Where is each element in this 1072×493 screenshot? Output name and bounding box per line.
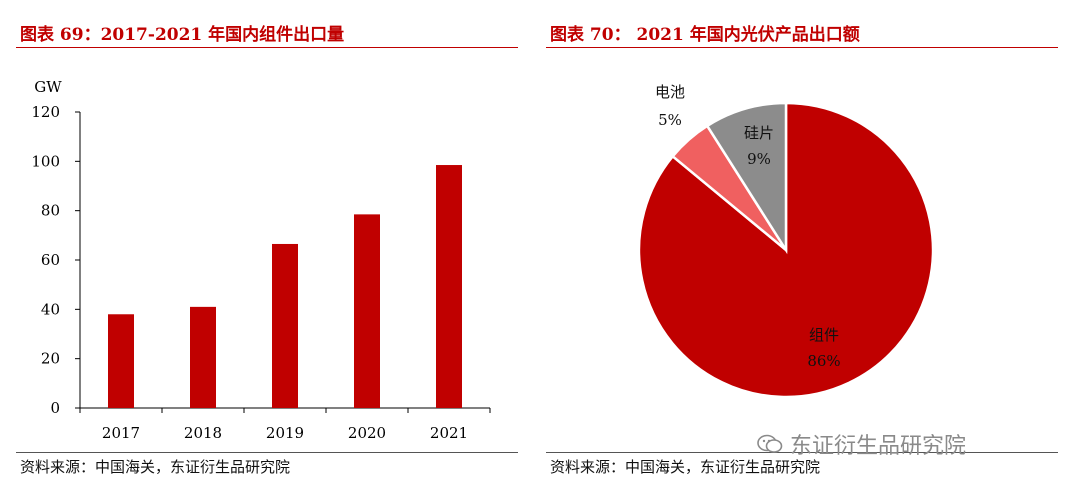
- y-tick-label: 40: [41, 300, 60, 318]
- bar-2020: [354, 214, 380, 408]
- pie-percent-组件: 86%: [807, 352, 840, 370]
- left-title-rule: [16, 47, 518, 48]
- pie-slice-硅片: [705, 101, 788, 255]
- x-tick-label: 2017: [102, 424, 140, 442]
- bar-2019: [272, 243, 298, 408]
- y-tick-label: 120: [31, 103, 60, 121]
- pie-chart: 组件 86% 电池 5% 硅片 9%: [637, 83, 935, 399]
- pie-label-组件: 组件: [809, 326, 839, 344]
- watermark-text: 东证衍生品研究院: [790, 434, 967, 459]
- pie-percent-电池: 5%: [658, 111, 682, 129]
- right-footer-rule: [546, 452, 1058, 453]
- left-figure-title: 图表 69：2017-2021 年国内组件出口量: [20, 25, 345, 45]
- y-tick-label: 80: [41, 202, 60, 220]
- pie-label-硅片: 硅片: [744, 124, 774, 142]
- left-source-note: 资料来源：中国海关，东证衍生品研究院: [20, 458, 291, 476]
- right-source-note: 资料来源：中国海关，东证衍生品研究院: [550, 458, 821, 476]
- y-tick-label: 0: [50, 399, 60, 417]
- left-footer-rule: [16, 452, 518, 453]
- bar-2021: [436, 165, 462, 408]
- right-figure-title: 图表 70： 2021 年国内光伏产品出口额: [550, 25, 860, 45]
- left-figure-panel: 图表 69：2017-2021 年国内组件出口量 GW 0 20 40 60 80 100 1…: [0, 0, 528, 493]
- watermark: 东证衍生品研究院: [756, 428, 966, 460]
- x-tick-label: 2021: [430, 424, 468, 442]
- x-tick-label: 2020: [348, 424, 386, 442]
- wechat-icon: [757, 434, 783, 453]
- pie-percent-硅片: 9%: [747, 150, 771, 168]
- x-tick-label: 2019: [266, 424, 304, 442]
- y-tick-label: 100: [31, 152, 60, 170]
- x-tick-label: 2018: [184, 424, 222, 442]
- pie-label-电池: 电池: [655, 83, 685, 101]
- right-figure-panel: 图表 70： 2021 年国内光伏产品出口额 组件 86% 电池 5% 硅片 9% 资料来…: [540, 0, 1072, 493]
- y-tick-label: 20: [41, 350, 60, 368]
- right-title-rule: [546, 47, 1058, 48]
- bar-chart: GW 0 20 40 60 80 100 120 2017 2018 2019 2020 2021: [31, 78, 491, 442]
- y-tick-label: 60: [41, 251, 60, 269]
- bar-2018: [190, 306, 216, 408]
- bar-2017: [108, 314, 134, 408]
- y-axis-unit-label: GW: [34, 78, 62, 96]
